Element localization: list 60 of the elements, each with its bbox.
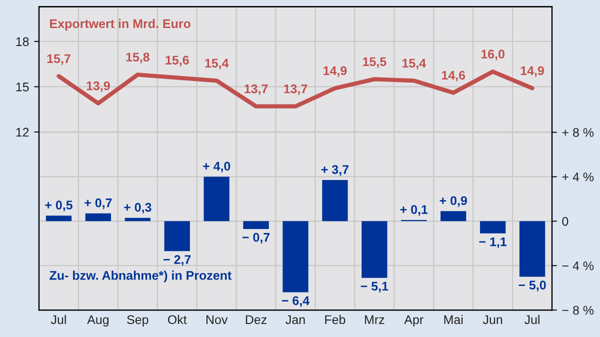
annotation: Zu- bzw. Abnahme*) in Prozent bbox=[50, 270, 232, 282]
y2-tick-label: 0 bbox=[562, 216, 568, 226]
data-label: + 3,7 bbox=[321, 165, 348, 176]
data-label: − 5,1 bbox=[360, 282, 388, 292]
y2-tick-label: − 8 % bbox=[562, 306, 594, 315]
data-label: 15,4 bbox=[402, 58, 426, 70]
data-label: 16,0 bbox=[481, 50, 504, 60]
y-tick-label: 12 bbox=[16, 128, 29, 137]
data-label: 14,9 bbox=[324, 66, 347, 77]
bar bbox=[164, 221, 190, 252]
bar bbox=[480, 221, 506, 234]
data-label: 15,7 bbox=[47, 54, 70, 65]
data-label: 13,9 bbox=[86, 81, 110, 92]
data-label: 13,7 bbox=[284, 84, 308, 96]
y2-tick-label: − 4 % bbox=[562, 261, 594, 270]
data-label: − 0,7 bbox=[242, 232, 270, 244]
x-tick-label: Jul bbox=[524, 314, 540, 324]
y2-tick-label: + 4 % bbox=[562, 172, 594, 182]
data-label: 15,8 bbox=[126, 52, 150, 64]
x-tick-label: Nov bbox=[206, 315, 228, 324]
data-label: 14,6 bbox=[442, 70, 466, 82]
data-label: − 6,4 bbox=[282, 296, 310, 307]
data-label: 15,5 bbox=[363, 57, 386, 68]
data-label: + 0,7 bbox=[84, 198, 112, 210]
annotation: Exportwert in Mrd. Euro bbox=[50, 18, 190, 31]
data-label: + 4,0 bbox=[203, 162, 230, 172]
x-tick-label: Jan bbox=[286, 315, 305, 324]
data-label: + 0,1 bbox=[400, 205, 428, 216]
data-label: 13,7 bbox=[244, 84, 268, 96]
x-tick-label: Jun bbox=[482, 315, 502, 324]
x-tick-label: Mrz bbox=[365, 315, 384, 324]
data-label: + 0,9 bbox=[440, 196, 467, 207]
bar bbox=[204, 176, 230, 222]
x-tick-label: Feb bbox=[325, 314, 346, 324]
bar bbox=[243, 221, 269, 229]
data-label: − 1,1 bbox=[479, 237, 507, 248]
data-label: 14,9 bbox=[520, 66, 544, 77]
bar bbox=[440, 211, 466, 222]
x-tick-label: Sep bbox=[127, 315, 148, 327]
bar bbox=[519, 221, 546, 277]
y2-tick-label: + 8 % bbox=[562, 128, 594, 137]
bar bbox=[46, 216, 72, 222]
data-label: + 0,5 bbox=[45, 200, 72, 212]
x-tick-label: Mai bbox=[444, 314, 463, 324]
bar bbox=[282, 221, 308, 292]
data-label: − 2,7 bbox=[164, 255, 191, 266]
bar bbox=[322, 180, 348, 222]
bar bbox=[85, 213, 112, 222]
x-tick-label: Apr bbox=[404, 315, 424, 327]
y-tick-label: 18 bbox=[16, 37, 29, 46]
x-tick-label: Okt bbox=[168, 314, 187, 324]
x-tick-label: Jul bbox=[50, 314, 66, 324]
y-tick-label: 15 bbox=[16, 82, 29, 92]
data-label: 15,4 bbox=[205, 58, 229, 70]
x-tick-label: Dez bbox=[246, 315, 267, 324]
data-label: − 5,0 bbox=[518, 280, 546, 292]
bar bbox=[362, 221, 388, 278]
data-label: 15,6 bbox=[166, 56, 189, 66]
x-tick-label: Aug bbox=[87, 315, 109, 327]
data-label: + 0,3 bbox=[124, 202, 152, 214]
